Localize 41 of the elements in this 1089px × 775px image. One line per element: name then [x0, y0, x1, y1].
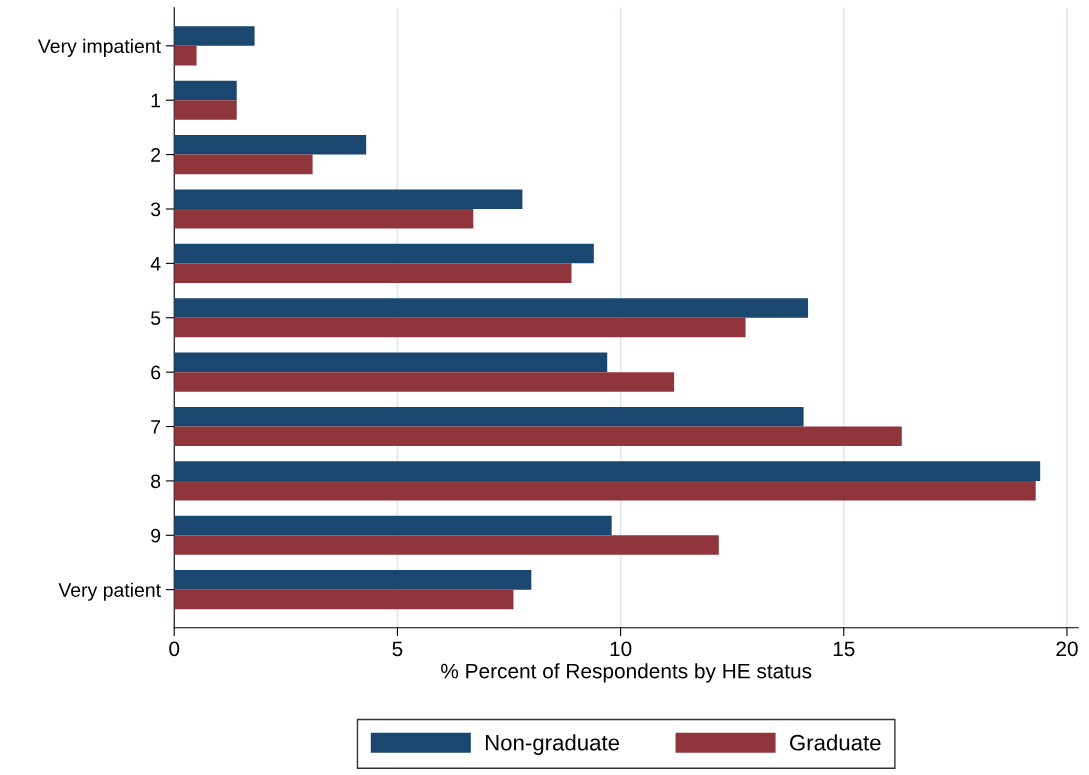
legend-label: Non-graduate [485, 734, 620, 755]
x-tick-label: 0 [169, 641, 180, 657]
bar [174, 352, 608, 373]
bar [174, 535, 719, 555]
bar [174, 189, 523, 209]
y-tick-label: 5 [151, 311, 161, 325]
bar [174, 243, 594, 264]
bar [174, 45, 197, 66]
bar [174, 263, 572, 283]
bar [174, 515, 612, 536]
y-tick-label: 6 [151, 365, 161, 380]
bar [174, 589, 514, 610]
y-tick-label: 4 [150, 257, 161, 271]
bar [174, 100, 237, 120]
bar [174, 426, 902, 447]
x-tick-label: 20 [1056, 641, 1078, 657]
y-tick-label: 8 [151, 474, 161, 489]
y-tick-label: Very patient [58, 582, 161, 601]
y-tick-label: 9 [151, 528, 161, 543]
bar [174, 317, 746, 338]
bar [174, 80, 237, 101]
y-tick-label: 3 [150, 202, 161, 217]
y-tick-label: 7 [151, 420, 161, 434]
y-tick-label: 1 [151, 93, 161, 108]
y-tick-label: 2 [151, 148, 161, 162]
bar [174, 26, 255, 46]
bar [174, 406, 804, 427]
x-tick-label: 15 [833, 641, 855, 657]
bar [174, 298, 809, 318]
x-tick-label: 5 [392, 641, 403, 657]
bar [174, 208, 474, 229]
bar [174, 154, 313, 175]
x-tick-label: 10 [610, 641, 632, 657]
bar [174, 372, 675, 392]
bar [174, 461, 1041, 481]
bar [174, 570, 532, 590]
bar [174, 480, 1036, 501]
legend-label: Graduate [790, 734, 881, 751]
bar [174, 135, 367, 155]
x-axis-title: % Percent of Respondents by HE status [441, 663, 812, 683]
y-tick-label: Very impatient [37, 38, 161, 57]
